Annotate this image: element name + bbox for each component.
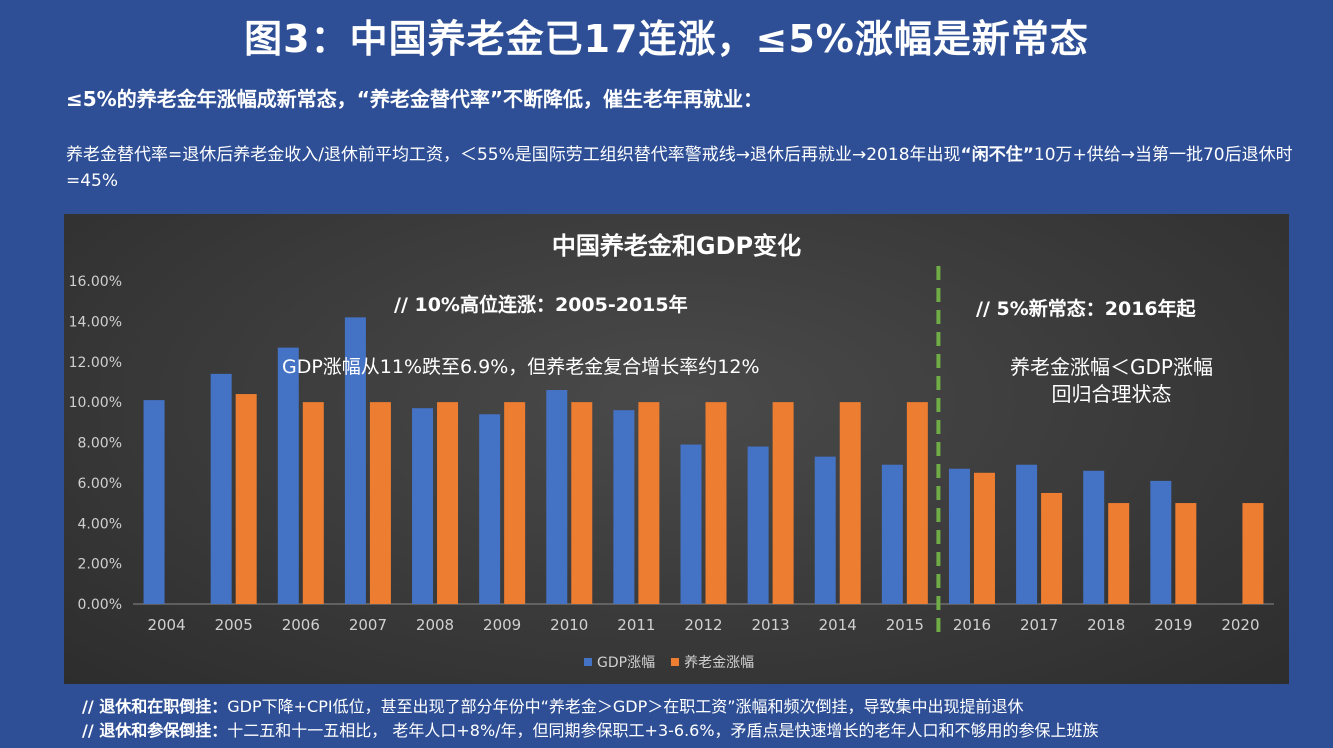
y-tick-label: 16.00% <box>69 274 122 290</box>
chart-legend: GDP涨幅 养老金涨幅 <box>584 652 770 672</box>
bottom-note-1-text: GDP下降+CPI低位，甚至出现了部分年份中“养老金＞GDP＞在职工资”涨幅和频… <box>227 697 1024 716</box>
y-tick-label: 14.00% <box>69 314 122 330</box>
gdp-bar <box>814 456 836 604</box>
y-tick-label: 6.00% <box>78 476 122 492</box>
x-tick-label: 2018 <box>1087 616 1125 634</box>
bottom-note-2-text: 十二五和十一五相比， 老年人口+8%/年，但同期参保职工+3-6.6%，矛盾点是… <box>227 721 1099 740</box>
x-tick-label: 2008 <box>416 616 454 634</box>
x-tick-label: 2012 <box>684 616 722 634</box>
pension-bar <box>571 402 593 604</box>
y-tick-label: 2.00% <box>78 557 122 573</box>
pension-bar <box>638 402 660 604</box>
pension-bar <box>1242 503 1264 604</box>
gdp-bar <box>948 468 970 604</box>
gdp-bar <box>747 446 769 604</box>
x-tick-label: 2020 <box>1221 616 1259 634</box>
description-part-2: 10万+供给→当第一批70后退休时=45% <box>66 145 1293 191</box>
description-bold: “闲不住” <box>960 145 1034 165</box>
pension-bar <box>906 402 928 604</box>
legend-label-gdp: GDP涨幅 <box>597 655 656 671</box>
gdp-bar <box>546 390 568 604</box>
description-part-1: 养老金替代率=退休后养老金收入/退休前平均工资，＜55%是国际劳工组织替代率警戒… <box>66 145 961 165</box>
annotation-right-body: 养老金涨幅＜GDP涨幅 回归合理状态 <box>969 354 1254 408</box>
x-tick-label: 2013 <box>752 616 790 634</box>
y-tick-label: 0.00% <box>78 597 122 613</box>
gdp-bar <box>143 400 165 604</box>
gdp-bar <box>277 347 299 604</box>
gdp-bar <box>479 414 501 604</box>
bottom-note-2: // 退休和参保倒挂：十二五和十一五相比， 老年人口+8%/年，但同期参保职工+… <box>82 717 1099 741</box>
x-tick-label: 2019 <box>1154 616 1192 634</box>
legend-swatch-pension <box>671 658 680 666</box>
annotation-left-body: GDP涨幅从11%跌至6.9%，但养老金复合增长率约12% <box>282 356 760 378</box>
description-text: 养老金替代率=退休后养老金收入/退休前平均工资，＜55%是国际劳工组织替代率警戒… <box>66 142 1296 194</box>
pension-bar <box>302 402 324 604</box>
pension-bar <box>437 402 459 604</box>
legend-swatch-gdp <box>584 658 592 666</box>
chart-title: 中国养老金和GDP变化 <box>551 232 802 260</box>
gdp-bar <box>210 373 232 604</box>
x-tick-label: 2006 <box>282 616 320 634</box>
x-tick-label: 2007 <box>349 616 387 634</box>
y-tick-label: 10.00% <box>69 395 122 411</box>
pension-bar <box>1108 503 1130 604</box>
pension-bar <box>504 402 526 604</box>
x-tick-label: 2010 <box>550 616 588 634</box>
bar-chart: 0.00% 2.00% 4.00% 6.00% 8.00% 10.00% 12.00% 14.… <box>69 266 1274 634</box>
gdp-bar <box>1150 480 1172 604</box>
x-tick-label: 2015 <box>886 616 924 634</box>
pension-bar <box>705 402 727 604</box>
legend-label-pension: 养老金涨幅 <box>684 655 755 671</box>
x-tick-label: 2009 <box>483 616 521 634</box>
legend-item-gdp: GDP涨幅 <box>584 652 655 672</box>
gdp-bar <box>613 410 635 604</box>
annotation-right-line-2: 回归合理状态 <box>1051 382 1172 406</box>
annotation-right-line-1: 养老金涨幅＜GDP涨幅 <box>1010 355 1213 379</box>
y-tick-label: 4.00% <box>78 516 122 532</box>
page-subtitle: ≤5%的养老金年涨幅成新常态，“养老金替代率”不断降低，催生老年再就业： <box>66 87 764 111</box>
pension-bar <box>235 394 257 604</box>
gdp-bar <box>680 444 702 604</box>
bottom-note-1-label: // 退休和在职倒挂： <box>82 697 228 716</box>
x-tick-label: 2014 <box>819 616 857 634</box>
gdp-bar <box>344 317 366 604</box>
gdp-bar <box>1016 464 1038 604</box>
pension-bar <box>369 402 391 604</box>
bottom-note-2-label: // 退休和参保倒挂： <box>82 721 228 740</box>
pension-bar <box>973 472 995 604</box>
pension-bar <box>772 402 794 604</box>
pension-bar <box>839 402 861 604</box>
y-tick-label: 12.00% <box>69 355 122 371</box>
x-tick-label: 2004 <box>147 616 185 634</box>
gdp-bar <box>1083 470 1105 604</box>
chart-panel: 0.00% 2.00% 4.00% 6.00% 8.00% 10.00% 12.00% 14.… <box>64 214 1289 684</box>
gdp-bar <box>881 464 903 604</box>
y-tick-label: 8.00% <box>78 436 122 452</box>
legend-item-pension: 养老金涨幅 <box>671 652 754 672</box>
x-tick-label: 2011 <box>617 616 655 634</box>
gdp-bar <box>412 408 434 604</box>
bottom-note-1: // 退休和在职倒挂：GDP下降+CPI低位，甚至出现了部分年份中“养老金＞GD… <box>82 693 1024 717</box>
page-title: 图3：中国养老金已17连涨，≤5%涨幅是新常态 <box>244 17 1089 61</box>
pension-bar <box>1041 492 1063 604</box>
annotation-left-header: // 10%高位连涨：2005-2015年 <box>394 294 688 316</box>
x-tick-label: 2005 <box>215 616 253 634</box>
pension-bar <box>1175 503 1197 604</box>
x-tick-label: 2016 <box>953 616 991 634</box>
annotation-right-header: // 5%新常态：2016年起 <box>976 298 1196 320</box>
x-tick-label: 2017 <box>1020 616 1058 634</box>
